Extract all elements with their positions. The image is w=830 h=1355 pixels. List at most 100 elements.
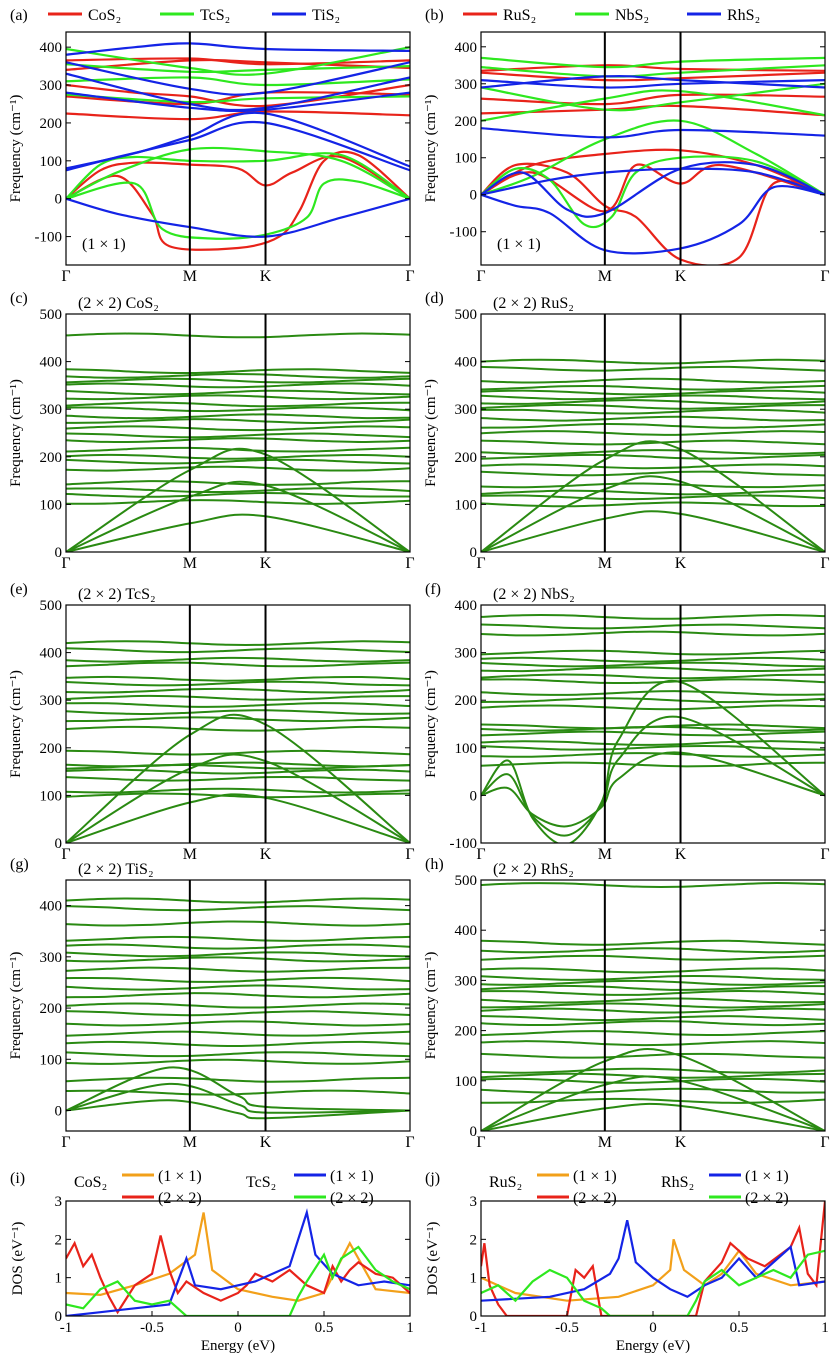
dos-line-j-2 (481, 1219, 825, 1302)
y-axis-label: DOS (eV⁻¹) (10, 1222, 26, 1296)
band-a-1-2 (66, 146, 410, 200)
band-g-19 (66, 1089, 410, 1096)
band-c-19 (66, 487, 410, 494)
band-c-2 (66, 372, 410, 379)
panel-label: (j) (425, 1170, 440, 1187)
legend-material: RhS₂ (661, 1174, 694, 1191)
band-a-2-0 (66, 197, 410, 238)
x-tick-label: M (183, 268, 197, 285)
band-g-1 (66, 905, 410, 912)
y-axis-label: Frequency (cm⁻¹) (423, 379, 439, 487)
x-tick-label: Γ (476, 268, 485, 285)
band-e-10 (66, 716, 410, 723)
band-b-2-0 (481, 185, 825, 255)
acoustic-branch-h-2 (481, 1048, 825, 1131)
band-a-0-5 (66, 57, 410, 66)
band-b-2-2 (481, 167, 825, 196)
band-h-6 (481, 979, 825, 986)
x-tick-label: 1 (406, 1320, 414, 1336)
band-g-14 (66, 1030, 410, 1037)
band-f-3 (481, 649, 825, 656)
band-c-16 (66, 458, 410, 465)
x-tick-label: K (260, 1134, 272, 1151)
band-c-17 (66, 465, 410, 472)
x-tick-label: 0 (234, 1320, 242, 1336)
panel-title: (2 × 2) TcS₂ (78, 586, 156, 603)
acoustic-branch-d-1 (481, 475, 825, 552)
band-d-5 (481, 394, 825, 401)
x-tick-label: 0 (649, 1320, 657, 1336)
band-g-17 (66, 1058, 410, 1065)
legend-label: (2 × 2) (745, 1190, 789, 1207)
band-a-1-5 (66, 46, 410, 76)
x-tick-label: Γ (820, 846, 829, 863)
legend-label: NbS₂ (615, 7, 649, 24)
dos-line-i-3 (66, 1245, 410, 1316)
panel-title: (2 × 2) RuS₂ (493, 295, 574, 312)
x-tick-label: Γ (476, 846, 485, 863)
y-tick-label: 400 (455, 923, 478, 939)
band-a-0-2 (66, 110, 410, 121)
band-c-13 (66, 437, 410, 444)
dos-line-i-0 (66, 1212, 410, 1302)
band-e-12 (66, 749, 410, 756)
band-a-2-4 (66, 61, 410, 96)
y-tick-label: 400 (40, 899, 63, 915)
band-a-2-6 (66, 91, 410, 113)
band-g-6 (66, 956, 410, 963)
acoustic-branch-c-2 (66, 447, 410, 552)
band-b-2-3 (481, 127, 825, 139)
band-h-9 (481, 997, 825, 1004)
y-tick-label: 100 (40, 497, 63, 513)
band-a-1-0 (66, 152, 410, 200)
y-tick-label: 0 (55, 1104, 63, 1120)
band-d-19 (481, 494, 825, 501)
y-tick-label: 200 (40, 741, 63, 757)
band-d-6 (481, 399, 825, 405)
band-e-6 (66, 687, 410, 694)
band-d-1 (481, 365, 825, 372)
plot-frame (480, 879, 826, 1132)
acoustic-branch-g-0 (66, 1099, 410, 1120)
band-c-15 (66, 453, 410, 460)
x-tick-label: K (675, 268, 687, 285)
plot-area (66, 1208, 410, 1316)
band-a-1-6 (66, 63, 410, 74)
band-d-3 (481, 384, 825, 391)
y-tick-label: 400 (455, 40, 478, 56)
x-tick-label: M (183, 846, 197, 863)
y-tick-label: 100 (455, 497, 478, 513)
legend-label: (1 × 1) (573, 1168, 617, 1185)
y-tick-label: 300 (40, 402, 63, 418)
band-c-3 (66, 377, 410, 384)
band-a-1-4 (66, 76, 410, 87)
y-tick-label: 100 (40, 788, 63, 804)
plot-area (66, 640, 410, 843)
y-axis-label: DOS (eV⁻¹) (425, 1222, 441, 1296)
band-d-7 (481, 403, 825, 410)
acoustic-branch-c-0 (66, 513, 410, 552)
y-tick-label: 2 (55, 1232, 63, 1248)
band-f-9 (481, 690, 825, 696)
band-b-0-1 (481, 163, 825, 213)
y-tick-label: 200 (40, 1001, 63, 1017)
x-tick-label: M (598, 846, 612, 863)
x-tick-label: M (598, 268, 612, 285)
y-tick-label: 3 (470, 1194, 478, 1210)
plot-area (66, 897, 410, 1120)
plot-frame (65, 879, 411, 1132)
x-tick-label: 0.5 (730, 1320, 749, 1336)
band-f-4 (481, 656, 825, 663)
y-tick-label: 100 (455, 741, 478, 757)
x-tick-label: Γ (820, 555, 829, 572)
x-tick-label: Γ (61, 1134, 70, 1151)
y-axis-label: Frequency (cm⁻¹) (8, 670, 24, 778)
band-c-10 (66, 418, 410, 425)
band-d-11 (481, 430, 825, 436)
band-c-4 (66, 382, 410, 389)
panel-j: -1 -0.5 0 0.5 1 Energy (eV) 0 1 2 3 DOS (eV⁻¹) (j) R… (425, 1168, 829, 1354)
band-d-20 (481, 501, 825, 508)
